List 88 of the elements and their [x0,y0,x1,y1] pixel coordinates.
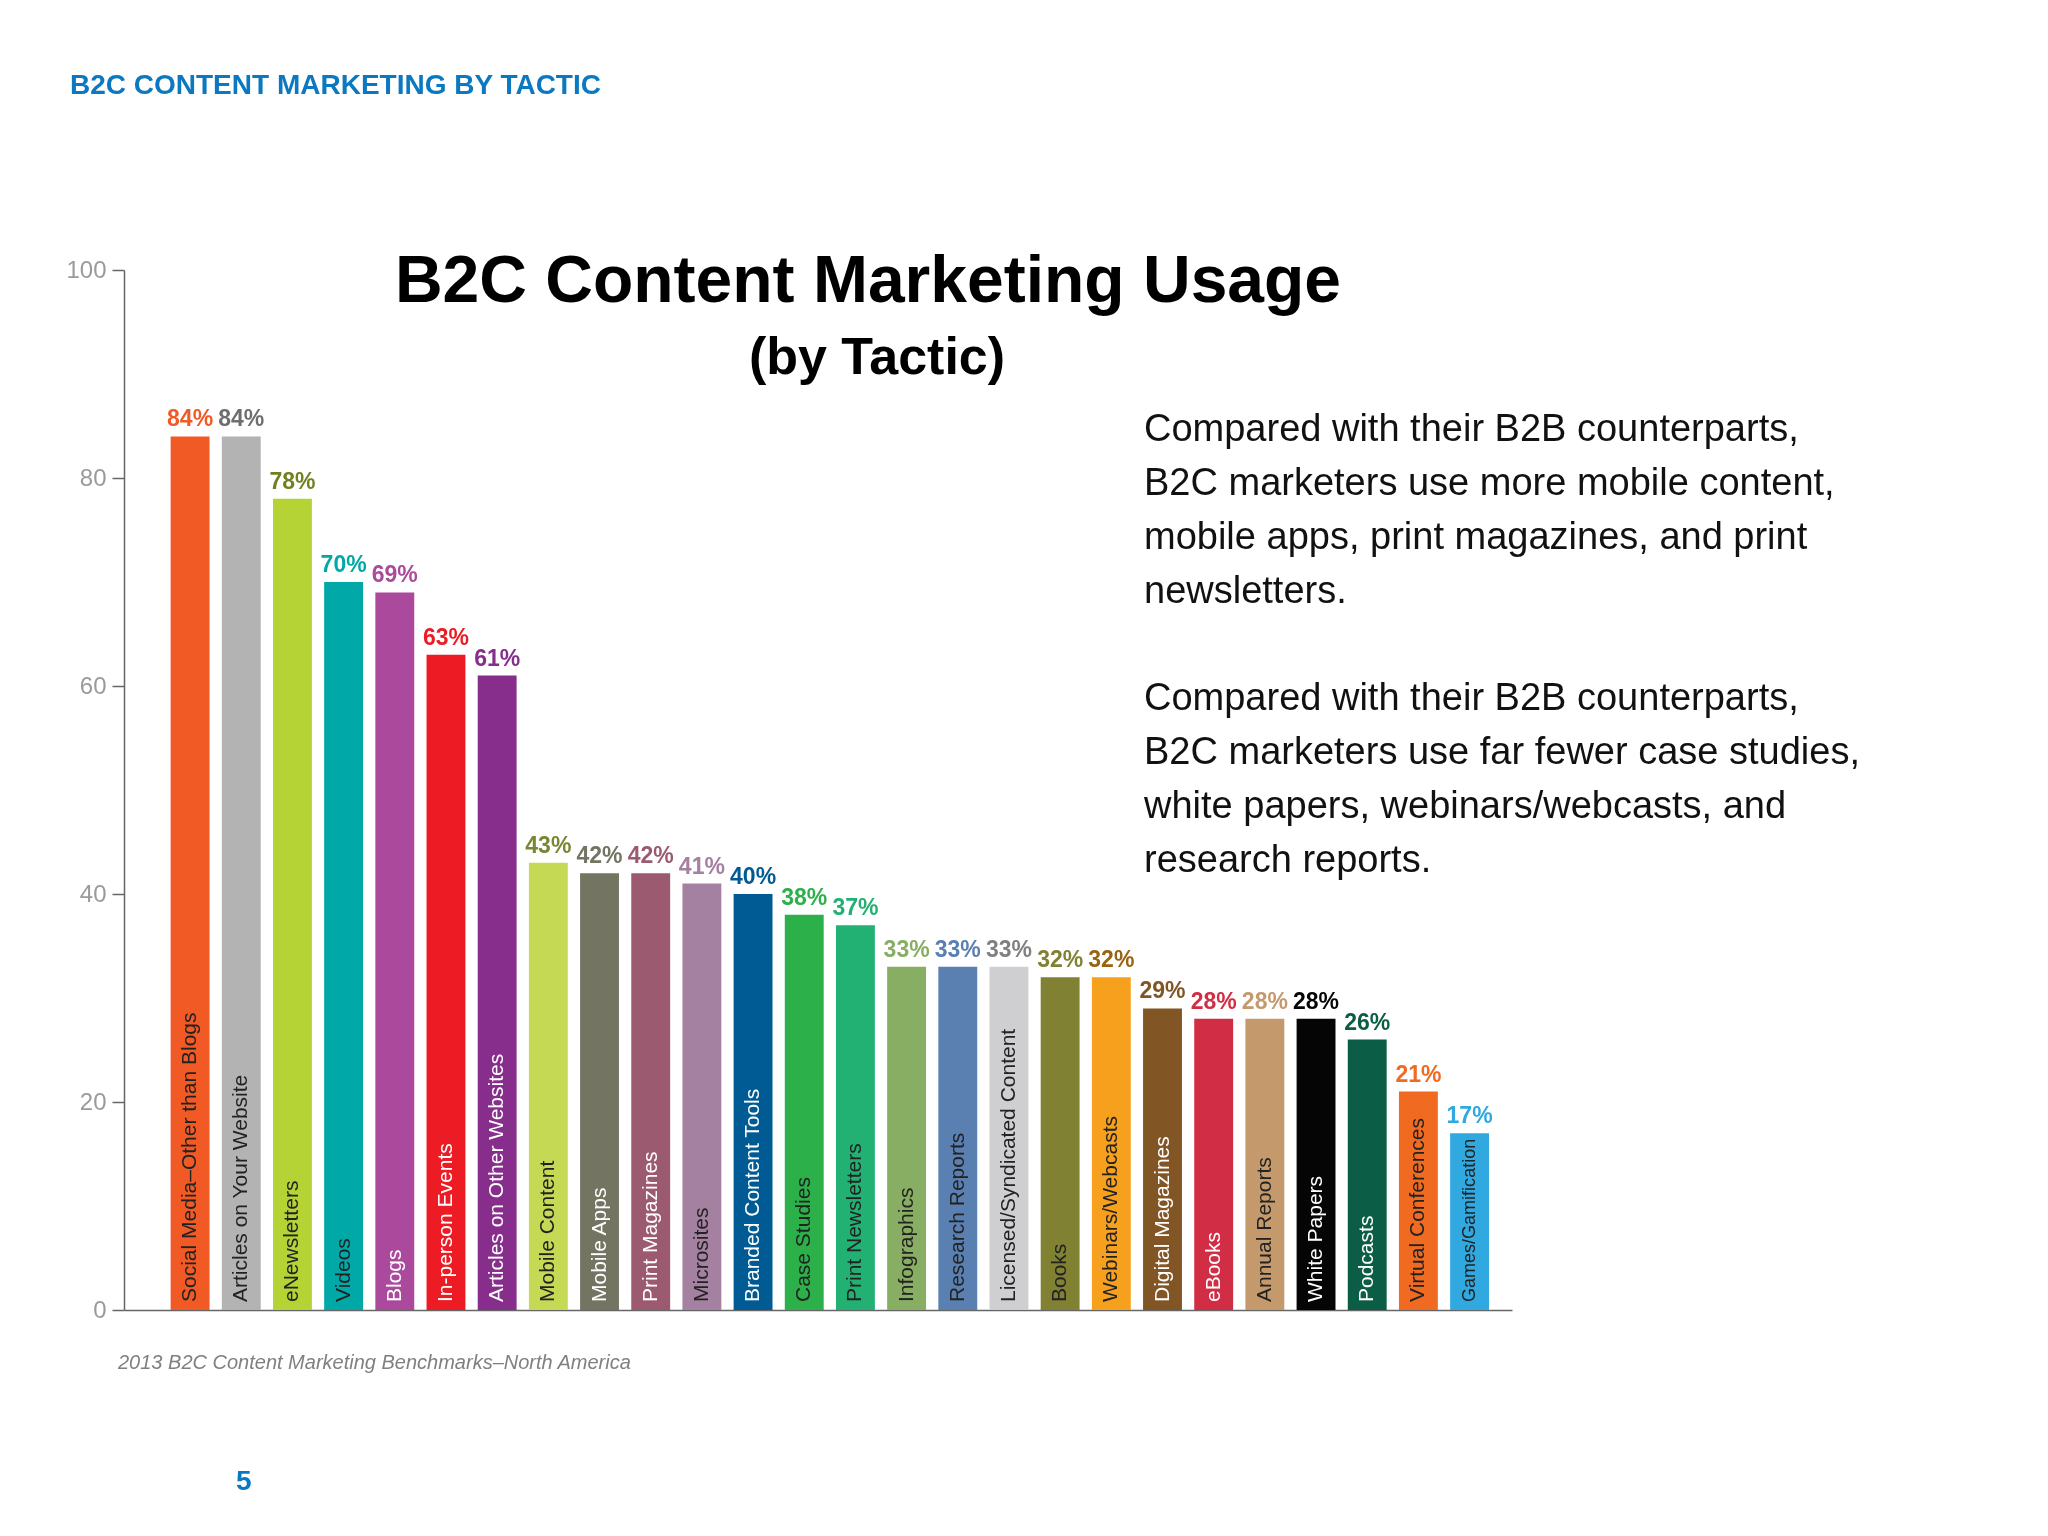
chart-title: B2C Content Marketing Usage [394,242,1342,316]
data-label: 21% [1395,1060,1442,1087]
bar [1245,1018,1285,1310]
data-label: 42% [627,842,674,869]
bar [426,654,466,1310]
x-tick-label: Books [1047,1243,1071,1302]
x-tick-label: Licensed/Syndicated Content [995,1028,1019,1302]
bar [887,966,927,1310]
data-label: 26% [1344,1008,1391,1035]
data-label: 40% [730,863,777,889]
bar [1194,1018,1234,1310]
data-label: 63% [422,623,470,650]
x-tick-label: Blogs [381,1249,405,1302]
x-tick-label: Articles on Your Website [228,1074,252,1302]
bar [1347,1039,1387,1310]
data-label: 33% [985,935,1032,962]
bar [324,582,364,1310]
data-label: 38% [781,883,828,910]
bar [528,862,568,1310]
data-label: 37% [832,894,879,921]
y-tick-label: 0 [93,1295,107,1323]
bar [1143,1008,1182,1310]
data-label: 84% [167,405,214,432]
annotation: Compared with their B2B counterparts, B2C marketers use far fewer case studies, white papers, webinars/webcasts, and research reports. [1143,676,1860,880]
text: 5 [236,1465,252,1496]
x-tick-label: Case Studies [791,1177,815,1302]
data-label: 61% [474,644,521,671]
y-tick-label: 100 [66,255,107,283]
x-tick-label: Podcasts [1354,1215,1378,1302]
bar [733,894,773,1310]
data-label: 70% [320,551,367,577]
text: 2013 B2C Content Marketing Benchmarks–North America [117,1351,631,1373]
x-tick-label: Mobile Apps [586,1187,610,1302]
x-tick-label: eNewsletters [279,1180,303,1302]
data-label: 69% [371,561,418,588]
x-tick-label: Digital Magazines [1149,1136,1173,1302]
bar [938,966,978,1310]
data-label: 78% [269,467,316,494]
data-label: 17% [1446,1102,1493,1129]
data-label: 42% [576,842,623,869]
data-label: 33% [883,935,930,962]
x-tick-label: In-person Events [432,1143,456,1302]
x-tick-label: Annual Reports [1251,1157,1275,1302]
bar [1091,977,1131,1310]
x-tick-label: Articles on Other Websites [484,1053,508,1302]
text: B2C CONTENT MARKETING BY TACTIC [70,69,601,100]
bar [221,436,261,1310]
text: (by Tactic) [748,327,1006,385]
data-label: 33% [934,935,981,962]
bar [835,925,875,1310]
annotation: Compared with their B2B counterparts, B2C marketers use more mobile content, mobile apps, print magazines, and print newsletters. [1144,407,1835,611]
data-label: 28% [1293,987,1340,1014]
data-label: 84% [218,405,265,432]
data-label: 28% [1241,987,1288,1014]
x-tick-label: Videos [330,1238,354,1302]
x-tick-label: eBooks [1200,1231,1224,1302]
bar [375,592,415,1310]
y-tick-label: 60 [79,671,107,699]
y-tick-label: 40 [79,879,107,907]
data-label: 32% [1088,946,1135,973]
data-label: 41% [678,852,725,879]
data-label: 43% [525,831,572,858]
x-tick-label: Social Media–Other than Blogs [177,1012,201,1302]
bar [1040,977,1080,1310]
bar [273,498,312,1310]
y-tick-label: 80 [79,463,107,491]
bar [580,873,619,1310]
bar [784,914,824,1310]
x-tick-label: Games/Gamification [1458,1138,1479,1302]
x-tick-label: Webinars/Webcasts [1098,1116,1122,1302]
data-label: 29% [1139,977,1186,1004]
bar [682,883,722,1310]
bar [631,873,671,1310]
x-tick-label: Mobile Content [535,1160,559,1302]
bar [477,675,517,1310]
data-label: 32% [1037,946,1084,973]
bar [170,436,210,1310]
x-tick-label: Virtual Conferences [1405,1117,1429,1302]
x-tick-label: Infographics [893,1187,917,1302]
x-tick-label: Microsites [688,1207,712,1302]
x-tick-label: Research Reports [944,1132,968,1302]
x-tick-label: Print Newsletters [842,1143,866,1302]
y-tick-label: 20 [79,1087,107,1115]
x-tick-label: White Papers [1303,1175,1327,1302]
x-tick-label: Branded Content Tools [740,1088,764,1302]
data-label: 28% [1190,987,1237,1014]
bar [1296,1018,1336,1310]
x-tick-label: Print Magazines [637,1151,661,1302]
